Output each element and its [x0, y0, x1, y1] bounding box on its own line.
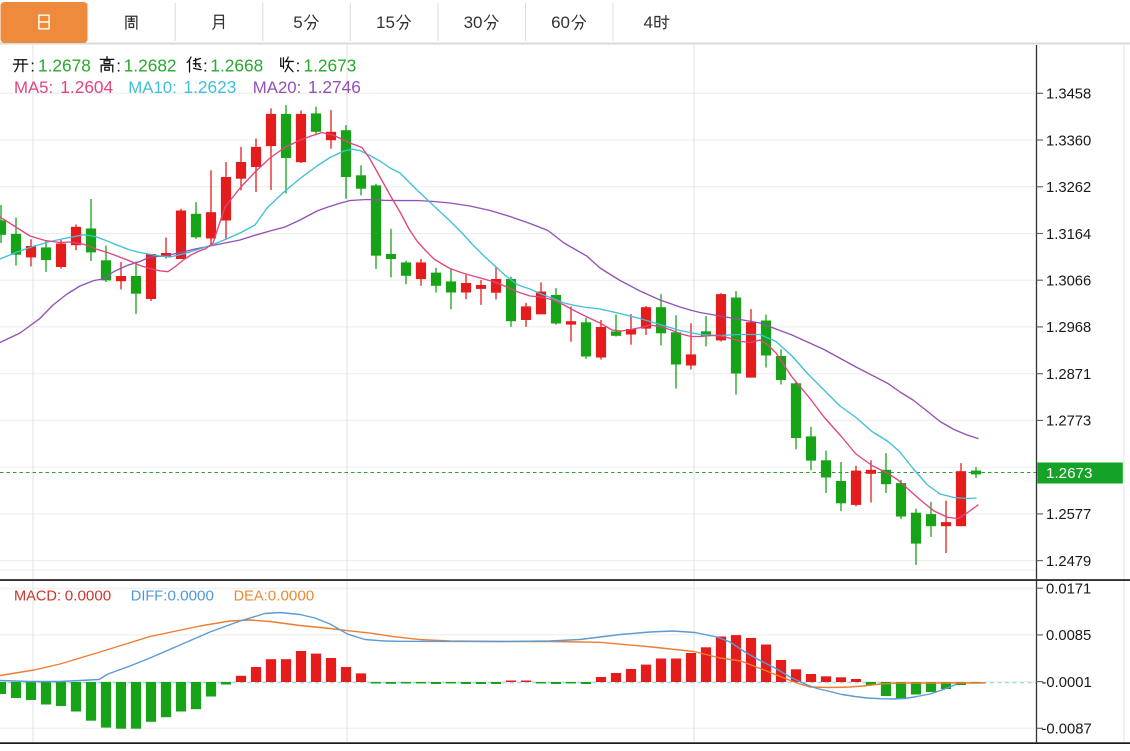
svg-text:1.2604: 1.2604 — [60, 77, 113, 97]
svg-text:1.2479: 1.2479 — [1046, 554, 1091, 570]
svg-text::: : — [203, 57, 208, 76]
svg-text:1.2673: 1.2673 — [1046, 465, 1092, 482]
svg-text:30: 30 — [464, 13, 483, 32]
svg-text:1.2968: 1.2968 — [1046, 320, 1091, 336]
svg-text:60: 60 — [551, 13, 570, 32]
svg-text:1.2682: 1.2682 — [124, 56, 177, 76]
svg-text:1.3066: 1.3066 — [1046, 274, 1091, 290]
svg-text:0.0171: 0.0171 — [1046, 582, 1091, 598]
svg-text:1.2746: 1.2746 — [308, 77, 361, 97]
svg-text:0.0000: 0.0000 — [65, 588, 111, 605]
svg-text:1.3262: 1.3262 — [1046, 180, 1091, 196]
svg-text:1.3458: 1.3458 — [1046, 87, 1091, 103]
svg-text:-0.0087: -0.0087 — [1042, 722, 1092, 738]
svg-text:1.2668: 1.2668 — [210, 56, 263, 76]
svg-text:4: 4 — [643, 13, 652, 32]
svg-text::: : — [116, 57, 121, 76]
svg-text:1.2773: 1.2773 — [1046, 414, 1091, 430]
svg-text:MA5:: MA5: — [14, 78, 53, 97]
svg-text:1.2623: 1.2623 — [184, 77, 237, 97]
svg-text:MA10:: MA10: — [128, 78, 177, 97]
svg-text:DEA:: DEA: — [234, 589, 268, 605]
svg-text:-0.0001: -0.0001 — [1042, 675, 1092, 691]
svg-text:0.0085: 0.0085 — [1046, 628, 1091, 644]
svg-text::: : — [296, 57, 301, 76]
svg-text::: : — [30, 57, 35, 76]
svg-text:0.0000: 0.0000 — [268, 588, 314, 605]
svg-text:0.0000: 0.0000 — [168, 588, 214, 605]
svg-text:1.2871: 1.2871 — [1046, 367, 1091, 383]
svg-text:1.3360: 1.3360 — [1046, 133, 1091, 149]
svg-text:MACD:: MACD: — [14, 589, 61, 605]
svg-text:1.2673: 1.2673 — [304, 56, 357, 76]
svg-text:15: 15 — [376, 13, 395, 32]
svg-text:1.3164: 1.3164 — [1046, 227, 1091, 243]
svg-text:1.2678: 1.2678 — [38, 56, 91, 76]
svg-text:5: 5 — [293, 13, 302, 32]
svg-text:1.2577: 1.2577 — [1046, 507, 1091, 523]
svg-text:MA20:: MA20: — [253, 78, 302, 97]
svg-text:DIFF:: DIFF: — [131, 589, 167, 605]
